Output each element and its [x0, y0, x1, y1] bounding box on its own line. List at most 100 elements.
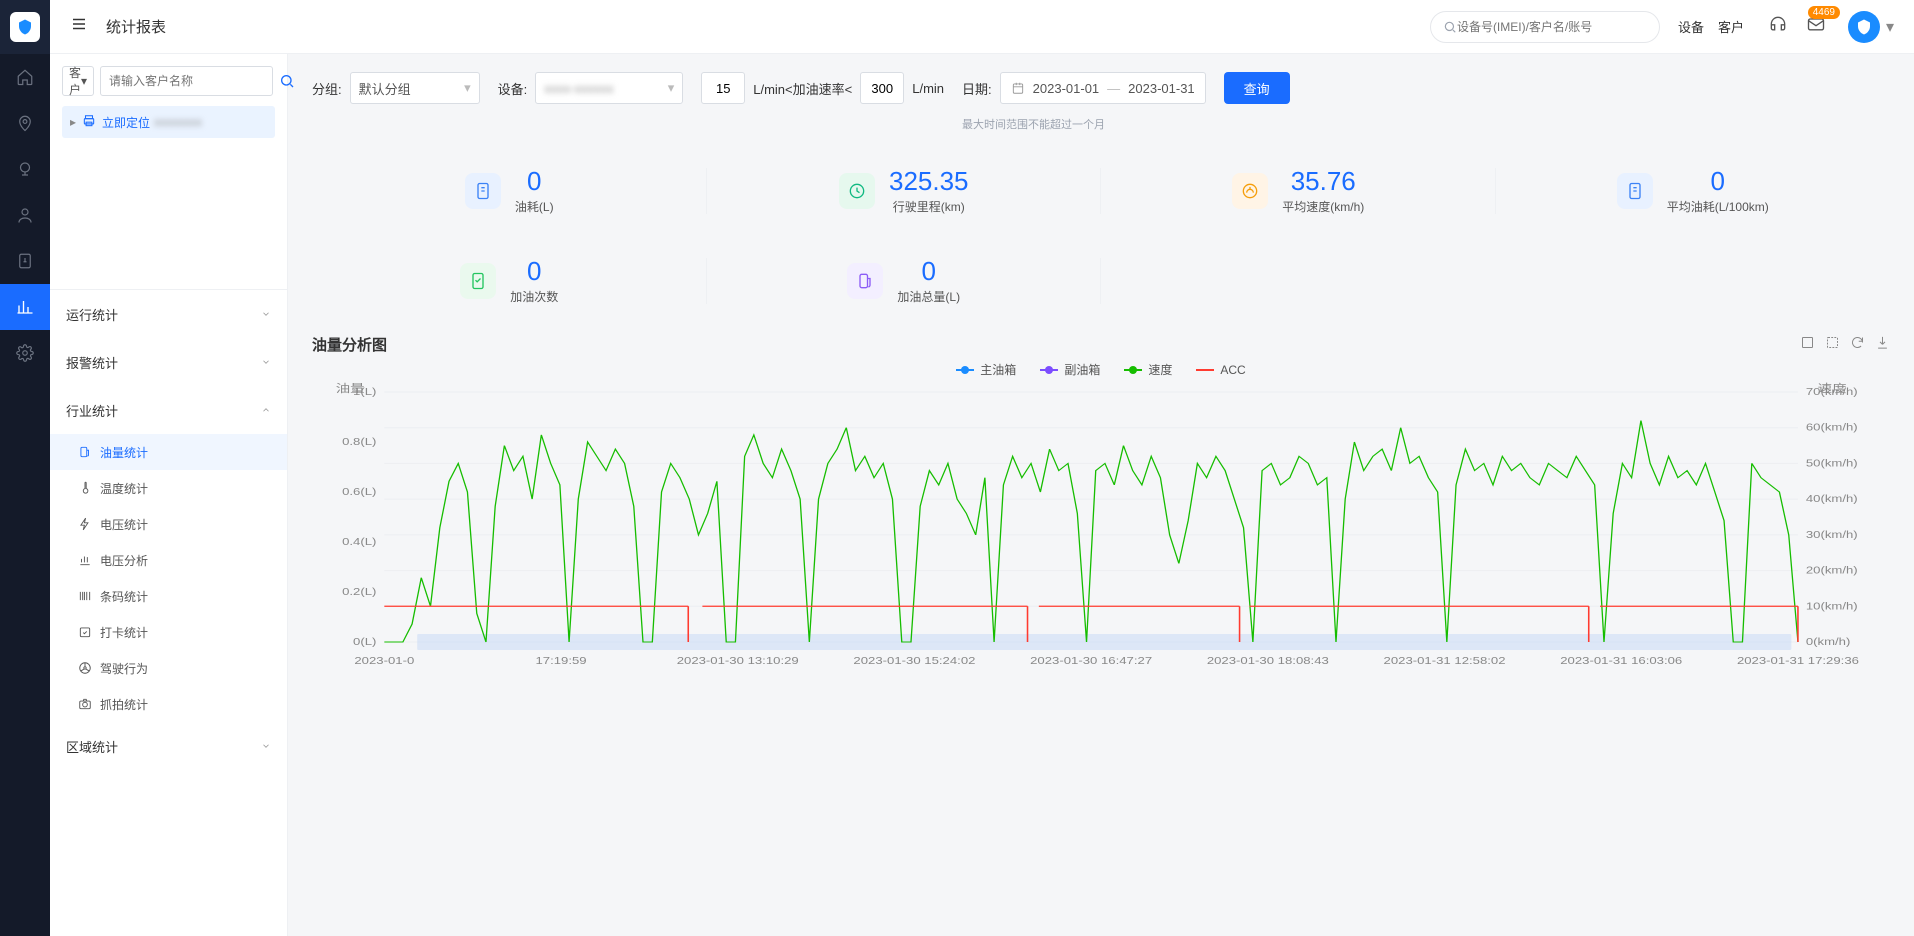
rate-unit: L/min [912, 81, 944, 96]
menu-industry-stats[interactable]: 行业统计 [50, 386, 287, 434]
camera-icon [78, 697, 92, 711]
rail-file-icon[interactable] [0, 238, 50, 284]
legend-item[interactable]: ACC [1196, 363, 1245, 377]
app-logo[interactable] [0, 0, 50, 54]
svg-text:0.8(L): 0.8(L) [342, 436, 376, 447]
rate-min-input[interactable] [701, 72, 745, 104]
tree-caret-icon: ▸ [70, 115, 76, 129]
legend-item[interactable]: 主油箱 [956, 361, 1016, 378]
tree-root-label: 立即定位 [102, 114, 150, 131]
mail-badge: 4469 [1808, 6, 1840, 19]
rate-max-input[interactable] [860, 72, 904, 104]
sub-barcode[interactable]: 条码统计 [78, 578, 287, 614]
sub-voltage-analysis[interactable]: 电压分析 [78, 542, 287, 578]
tool-reset-zoom-icon[interactable] [1825, 335, 1840, 355]
menu-alarm-stats[interactable]: 报警统计 [50, 338, 287, 386]
stat-label: 平均速度(km/h) [1282, 198, 1364, 215]
rail-user-icon[interactable] [0, 192, 50, 238]
stat-value: 0 [897, 257, 960, 286]
group-label: 分组: [312, 79, 342, 98]
tab-device[interactable]: 设备 [1678, 17, 1704, 36]
stat-value: 35.76 [1282, 167, 1364, 196]
page-title: 统计报表 [106, 16, 166, 37]
stat-card: 325.35行驶里程(km) [707, 146, 1102, 236]
query-button[interactable]: 查询 [1224, 72, 1290, 104]
steering-icon [78, 661, 92, 675]
svg-text:2023-01-0: 2023-01-0 [354, 655, 414, 666]
device-select[interactable]: xxxx-xxxxxx▾ [535, 72, 683, 104]
menu-industry-sub: 油量统计 温度统计 电压统计 电压分析 条码统计 打卡统计 驾驶行为 抓拍统计 [50, 434, 287, 722]
chevron-down-icon [261, 309, 271, 319]
tool-download-icon[interactable] [1875, 335, 1890, 355]
rail-stats-icon[interactable] [0, 284, 50, 330]
sub-capture[interactable]: 抓拍统计 [78, 686, 287, 722]
stat-value: 0 [515, 167, 554, 196]
rail-settings-icon[interactable] [0, 330, 50, 376]
tool-refresh-icon[interactable] [1850, 335, 1865, 355]
tab-client[interactable]: 客户 [1718, 17, 1744, 36]
mail-icon[interactable]: 4469 [1806, 14, 1826, 39]
svg-text:0(km/h): 0(km/h) [1806, 636, 1851, 647]
stat-label: 平均油耗(L/100km) [1667, 198, 1769, 215]
tool-zoom-area-icon[interactable] [1800, 335, 1815, 355]
sidebar-type-select[interactable]: 客户▾ [62, 66, 94, 96]
sub-driving[interactable]: 驾驶行为 [78, 650, 287, 686]
sidebar-filter: 客户▾ ▸ 立即定位 xxxxxxxx [50, 54, 287, 290]
user-avatar[interactable] [1848, 11, 1880, 43]
stat-label: 加油次数 [510, 288, 558, 305]
user-menu-caret-icon[interactable]: ▾ [1886, 17, 1894, 37]
chevron-down-icon [261, 741, 271, 751]
svg-text:1(L): 1(L) [353, 386, 376, 397]
support-icon[interactable] [1768, 14, 1788, 39]
sub-oil[interactable]: 油量统计 [50, 434, 287, 470]
filter-bar: 分组: 默认分组▾ 设备: xxxx-xxxxxx▾ L/min<加油速率< L… [312, 72, 1890, 132]
svg-text:0(L): 0(L) [353, 636, 376, 647]
sub-voltage[interactable]: 电压统计 [78, 506, 287, 542]
chart-area[interactable]: 油量速度1(L)0.8(L)0.6(L)0.4(L)0.2(L)0(L)70(k… [312, 382, 1890, 672]
date-range-picker[interactable]: 2023-01-01 — 2023-01-31 [1000, 72, 1206, 104]
global-search[interactable] [1430, 11, 1660, 43]
menu-region-stats[interactable]: 区域统计 [50, 722, 287, 770]
stat-card: 35.76 平均速度(km/h) [1101, 146, 1496, 236]
stat-label: 油耗(L) [515, 198, 554, 215]
svg-text:2023-01-31 17:29:36: 2023-01-31 17:29:36 [1737, 655, 1859, 666]
svg-text:60(km/h): 60(km/h) [1806, 422, 1858, 433]
svg-text:10(km/h): 10(km/h) [1806, 601, 1858, 612]
legend-item[interactable]: 速度 [1124, 361, 1172, 378]
barcode-icon [78, 589, 92, 603]
menu-run-stats[interactable]: 运行统计 [50, 290, 287, 338]
stat-value: 0 [1667, 167, 1769, 196]
legend-item[interactable]: 副油箱 [1040, 361, 1100, 378]
sidebar: 客户▾ ▸ 立即定位 xxxxxxxx 运行统计 报警统计 行业统计 油量统计 … [50, 54, 288, 936]
sidebar-name-input[interactable] [100, 66, 273, 96]
search-icon [1443, 20, 1457, 34]
stats-row: 0 油耗(L) 325.35行驶里程(km) 35.76 平均速度(km/h) 0 平均油耗… [312, 146, 1890, 326]
svg-text:30(km/h): 30(km/h) [1806, 529, 1858, 540]
legend-marker [1196, 366, 1214, 374]
legend-label: ACC [1220, 363, 1245, 377]
svg-text:2023-01-30 18:08:43: 2023-01-30 18:08:43 [1207, 655, 1329, 666]
rail-home-icon[interactable] [0, 54, 50, 100]
stat-card: 0加油总量(L) [707, 236, 1102, 326]
group-select[interactable]: 默认分组▾ [350, 72, 480, 104]
date-label: 日期: [962, 79, 992, 98]
chart-toolbar [1800, 335, 1890, 355]
svg-text:0.2(L): 0.2(L) [342, 586, 376, 597]
menu-toggle-icon[interactable] [70, 15, 88, 38]
fuel-icon [78, 445, 92, 459]
printer-icon [82, 114, 96, 131]
legend-label: 主油箱 [980, 361, 1016, 378]
main-content: 分组: 默认分组▾ 设备: xxxx-xxxxxx▾ L/min<加油速率< L… [288, 54, 1914, 936]
rail-location-icon[interactable] [0, 100, 50, 146]
chart-icon [78, 553, 92, 567]
tree-root-item[interactable]: ▸ 立即定位 xxxxxxxx [62, 106, 275, 138]
stat-card: 0加油次数 [312, 236, 707, 326]
svg-text:40(km/h): 40(km/h) [1806, 494, 1858, 505]
stat-icon [847, 263, 883, 299]
sub-punch[interactable]: 打卡统计 [78, 614, 287, 650]
rate-text: L/min<加油速率< [753, 79, 852, 98]
sub-temp[interactable]: 温度统计 [78, 470, 287, 506]
global-search-input[interactable] [1457, 20, 1647, 34]
svg-text:2023-01-31 12:58:02: 2023-01-31 12:58:02 [1384, 655, 1506, 666]
rail-camera-icon[interactable] [0, 146, 50, 192]
